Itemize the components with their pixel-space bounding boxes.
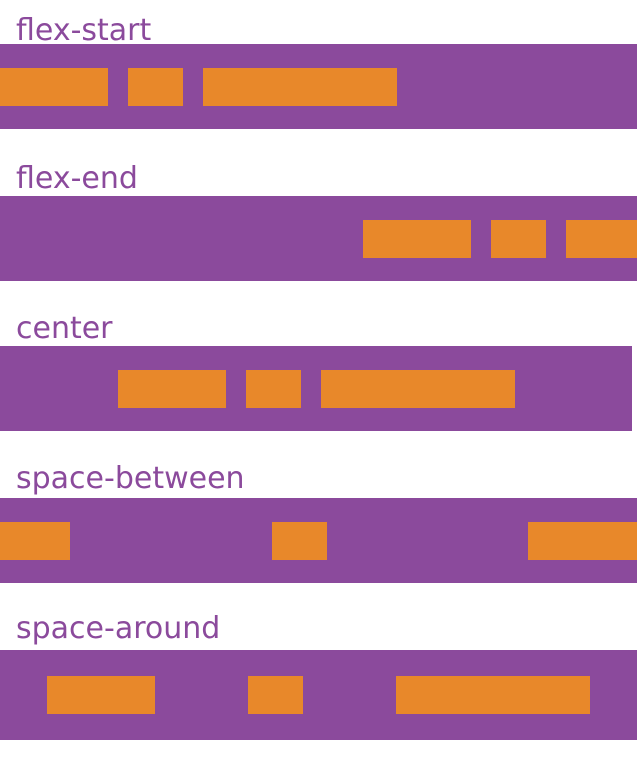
heading-space-around: space-around (16, 611, 221, 646)
flex-item (128, 67, 183, 106)
heading-flex-start: flex-start (16, 13, 152, 48)
flex-item (0, 521, 70, 560)
flex-item (566, 219, 637, 258)
flex-container-center (0, 346, 632, 431)
flex-container-space-around (0, 650, 637, 740)
heading-flex-end: flex-end (16, 161, 138, 196)
heading-space-between: space-between (16, 461, 245, 496)
flex-item (396, 676, 591, 714)
flex-item (320, 369, 515, 408)
flex-item (528, 521, 637, 560)
flex-item (247, 676, 303, 714)
flex-item (46, 676, 155, 714)
flex-item (0, 67, 108, 106)
flex-container-space-between (0, 498, 637, 583)
flex-container-flex-end (0, 196, 637, 281)
flex-item (271, 521, 327, 560)
heading-center: center (16, 311, 113, 346)
section-center: center (0, 300, 637, 450)
section-flex-end: flex-end (0, 148, 637, 300)
flex-item (491, 219, 546, 258)
section-space-around: space-around (0, 600, 637, 763)
flex-item (363, 219, 471, 258)
flex-item (245, 369, 301, 408)
section-space-between: space-between (0, 450, 637, 600)
flex-item (203, 67, 397, 106)
section-flex-start: flex-start (0, 0, 637, 148)
flex-item (117, 369, 226, 408)
flex-container-flex-start (0, 44, 637, 129)
